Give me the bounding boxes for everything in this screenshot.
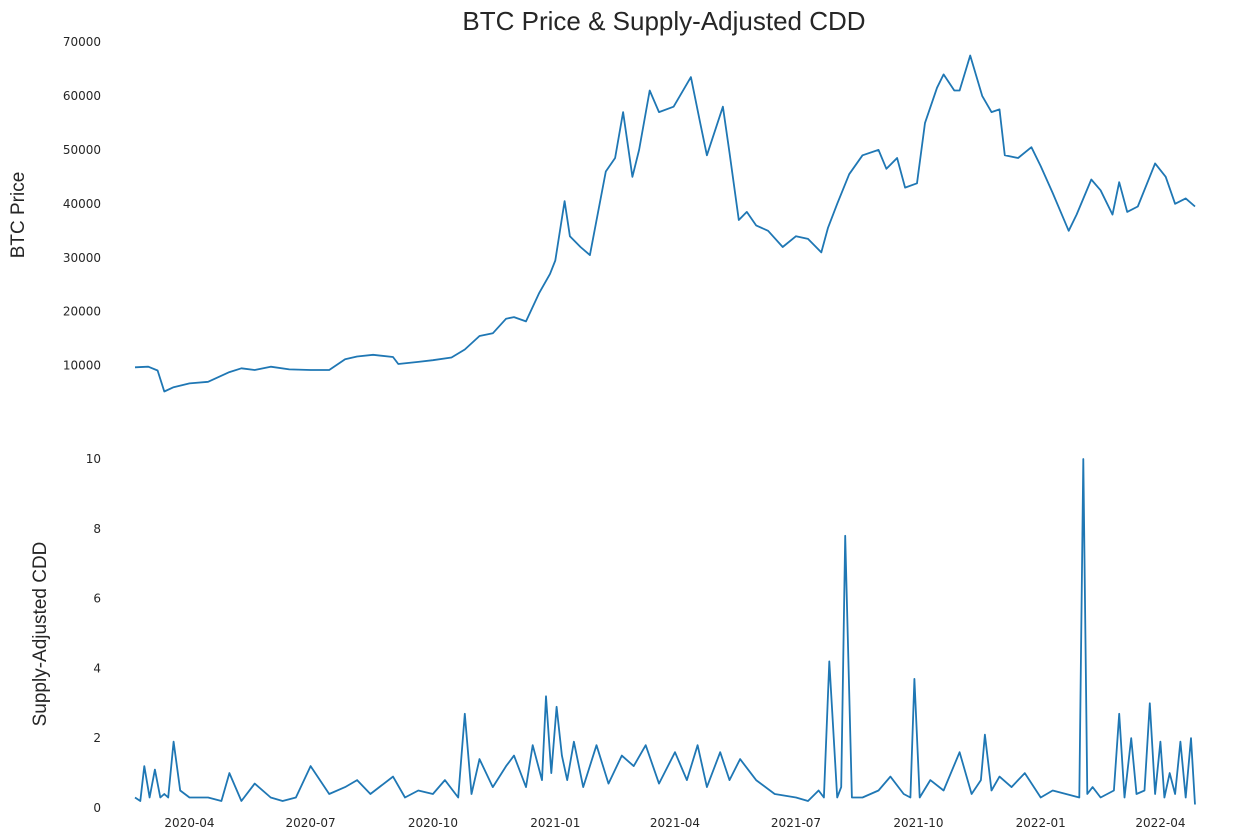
price-ylabel: BTC Price — [8, 172, 29, 259]
price-y-tick-label: 10000 — [63, 359, 101, 373]
x-tick-label: 2022-04 — [1135, 816, 1185, 830]
price-y-tick-label: 50000 — [63, 143, 101, 157]
cdd-y-tick-label: 6 — [93, 592, 101, 606]
x-tick-label: 2021-10 — [893, 816, 943, 830]
cdd-y-tick-label: 8 — [93, 522, 101, 536]
x-tick-label: 2020-07 — [286, 816, 336, 830]
cdd-y-tick-label: 0 — [93, 801, 101, 815]
cdd-y-tick-label: 4 — [93, 661, 101, 675]
cdd-ylabel: Supply-Adjusted CDD — [30, 542, 51, 727]
cdd-panel: Supply-Adjusted CDD 0 2 4 6 8 10 — [30, 452, 1196, 815]
price-y-tick-label: 20000 — [63, 305, 101, 319]
x-tick-label: 2021-07 — [771, 816, 821, 830]
price-y-ticks: 10000 20000 30000 40000 50000 60000 70000 — [63, 35, 101, 373]
x-tick-label: 2020-04 — [164, 816, 214, 830]
price-y-tick-label: 40000 — [63, 197, 101, 211]
x-ticks: 2020-04 2020-07 2020-10 2021-01 2021-04 2021-… — [164, 816, 1185, 830]
price-y-tick-label: 30000 — [63, 251, 101, 265]
chart-title: BTC Price & Supply-Adjusted CDD — [462, 6, 865, 36]
cdd-y-ticks: 0 2 4 6 8 10 — [86, 452, 101, 815]
x-tick-label: 2021-04 — [650, 816, 700, 830]
x-tick-label: 2020-10 — [408, 816, 458, 830]
x-tick-label: 2022-01 — [1016, 816, 1066, 830]
x-tick-label: 2021-01 — [530, 816, 580, 830]
price-y-tick-label: 60000 — [63, 89, 101, 103]
price-panel: BTC Price 10000 20000 30000 40000 50000 60000… — [8, 35, 1196, 393]
cdd-y-tick-label: 10 — [86, 452, 101, 466]
cdd-y-tick-label: 2 — [93, 731, 101, 745]
supply-adjusted-cdd-line — [134, 458, 1196, 805]
btc-price-line — [134, 54, 1196, 393]
price-y-tick-label: 70000 — [63, 35, 101, 49]
